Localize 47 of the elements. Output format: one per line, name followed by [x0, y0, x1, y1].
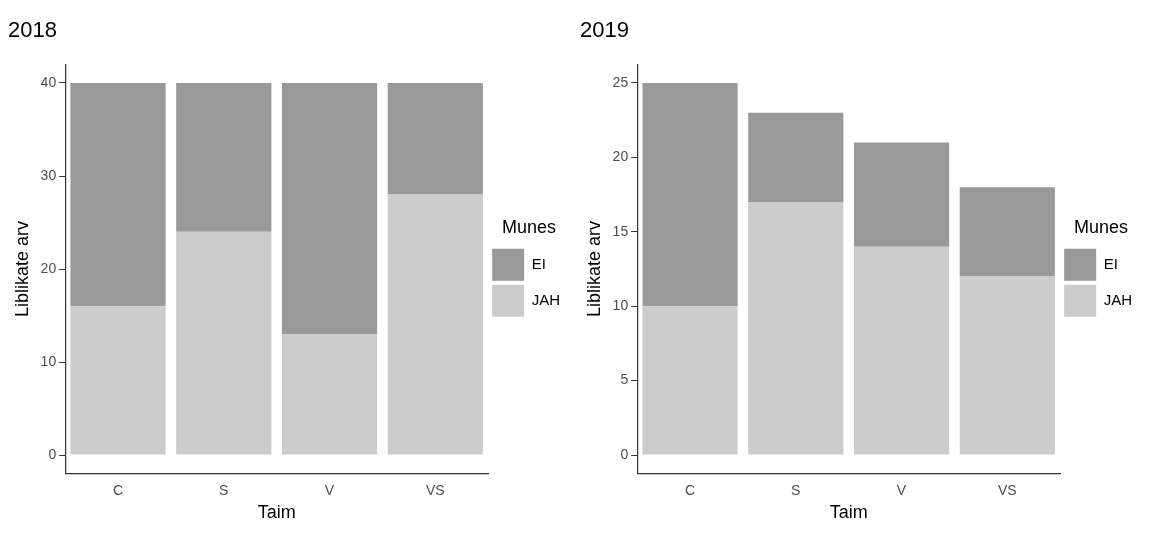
bar [70, 306, 166, 455]
legend-label: JAH [1103, 290, 1133, 308]
legend-label: EI [531, 254, 546, 272]
x-tick-label: VS [425, 481, 445, 498]
legend-title: Munes [502, 217, 557, 238]
bar [853, 246, 950, 455]
y-tick-label: 15 [612, 222, 629, 239]
y-tick-label: 20 [40, 259, 57, 276]
bar [176, 83, 272, 232]
bar [387, 83, 483, 195]
x-tick-label: S [219, 481, 229, 498]
y-tick-label: 10 [40, 352, 57, 369]
x-tick-label: V [324, 481, 335, 498]
y-axis-title: Liblikate arv [11, 220, 32, 318]
y-tick-label: 30 [40, 166, 57, 183]
y-tick-label: 20 [612, 148, 629, 165]
x-axis-title: Taim [829, 502, 868, 523]
bar [748, 202, 844, 455]
bar [853, 142, 950, 247]
bar [387, 194, 483, 455]
bar [70, 83, 166, 307]
bar [748, 112, 844, 203]
bar [281, 334, 378, 455]
bar [642, 83, 738, 307]
legend-label: EI [1103, 254, 1118, 272]
y-tick-label: 5 [620, 371, 629, 388]
y-tick-label: 0 [620, 445, 629, 462]
y-tick-label: 40 [40, 73, 57, 90]
chart-title: 2018 [8, 17, 57, 43]
x-tick-label: C [684, 481, 696, 498]
bar [176, 231, 272, 455]
legend-title: Munes [1074, 217, 1129, 238]
bar [642, 306, 738, 455]
x-tick-label: S [791, 481, 801, 498]
y-tick-label: 25 [612, 73, 629, 90]
bar [959, 187, 1055, 277]
x-tick-label: VS [997, 481, 1017, 498]
bar [281, 83, 378, 335]
x-axis-title: Taim [257, 502, 296, 523]
y-tick-label: 10 [612, 297, 629, 314]
y-axis-title: Liblikate arv [583, 220, 604, 318]
bar [959, 276, 1055, 455]
legend-label: JAH [531, 290, 561, 308]
y-tick-label: 0 [48, 445, 57, 462]
x-tick-label: C [112, 481, 124, 498]
chart-title: 2019 [580, 17, 629, 43]
x-tick-label: V [896, 481, 907, 498]
